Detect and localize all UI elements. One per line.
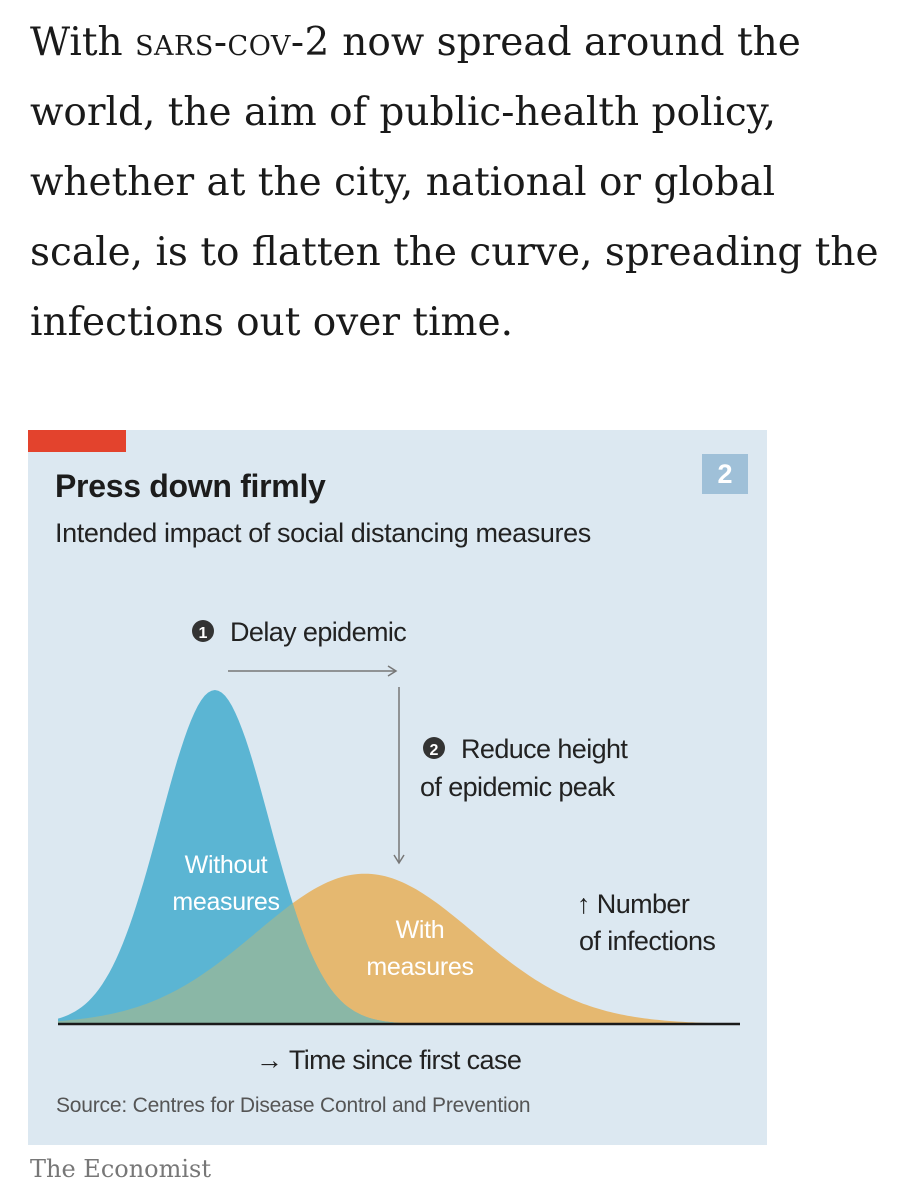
annotation-2-line-1: Reduce height bbox=[461, 734, 628, 764]
annotation-2-badge bbox=[423, 737, 445, 759]
annotation-2-number: 2 bbox=[430, 742, 439, 759]
without-measures-area bbox=[58, 690, 740, 1024]
with-label-line-1: With bbox=[396, 916, 445, 944]
chart-card: Press down firmly Intended impact of soc… bbox=[28, 430, 767, 1145]
chart-source: Source: Centres for Disease Control and … bbox=[56, 1094, 531, 1117]
paragraph-text-rest: now spread around the world, the aim of … bbox=[30, 20, 879, 345]
chart-number-badge: 2 bbox=[702, 454, 748, 494]
chart-subtitle: Intended impact of social distancing mea… bbox=[55, 518, 591, 548]
with-label-line-2: measures bbox=[366, 953, 473, 981]
paragraph-text-start: With bbox=[30, 20, 136, 65]
annotation-2-line-2: of epidemic peak bbox=[420, 772, 616, 802]
chart-plot: 1 Delay epidemic 2 Reduce height of epid… bbox=[58, 617, 740, 1075]
annotation-1-text: Delay epidemic bbox=[230, 617, 406, 647]
virus-name: sars-cov-2 bbox=[135, 20, 330, 65]
y-axis-label-line-1: ↑ Number bbox=[577, 889, 690, 919]
y-axis-label-line-2: of infections bbox=[579, 926, 715, 956]
publication-brand: The Economist bbox=[30, 1155, 212, 1183]
delay-arrow-head bbox=[387, 665, 398, 677]
annotation-1-badge bbox=[192, 620, 214, 642]
annotation-1-number: 1 bbox=[199, 625, 208, 642]
brand-red-tag bbox=[28, 430, 126, 452]
chart-title: Press down firmly bbox=[55, 468, 326, 504]
reduce-arrow-head bbox=[393, 854, 405, 865]
article-paragraph: With sars-cov-2 now spread around the wo… bbox=[30, 8, 890, 358]
without-label-line-2: measures bbox=[172, 888, 279, 916]
x-axis-label: → Time since first case bbox=[256, 1045, 521, 1075]
without-label-line-1: Without bbox=[185, 851, 268, 879]
